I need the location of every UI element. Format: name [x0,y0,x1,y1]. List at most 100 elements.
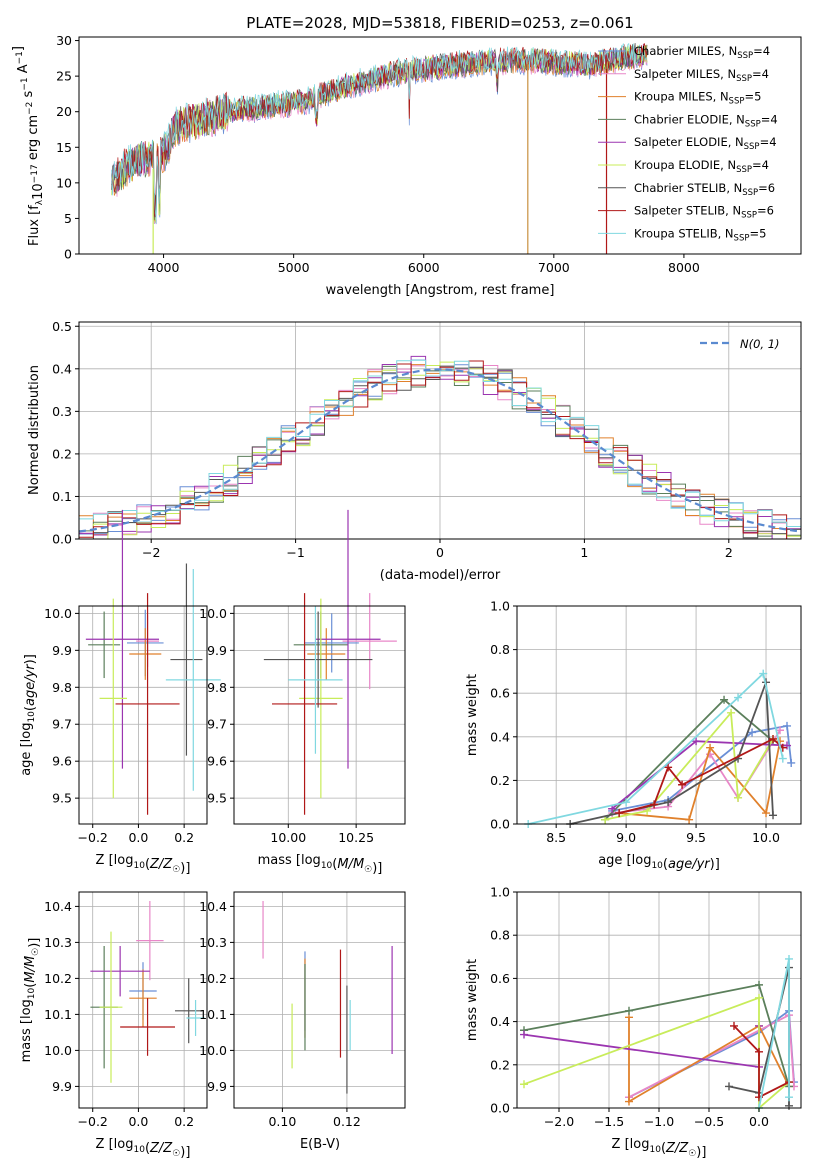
legend-entry: Chabrier STELIB, NSSP=6 [634,181,775,198]
legend-suffix: =4 [752,67,769,81]
weight-marker [759,669,768,678]
legend-label: Kroupa MILES, N [634,90,729,104]
label-part: 10 [649,1145,661,1155]
weight-marker [650,800,659,809]
x-tick-label: −0.2 [78,1114,108,1129]
y-tick-label: 0.8 [490,928,510,943]
x-tick-label: −1 [286,545,304,560]
x-tick-label: −0.5 [694,1114,724,1129]
label-part: 10 [133,861,145,871]
label-part: age/yr [23,663,38,706]
y-tick-label: 9.6 [207,754,227,769]
normal-curve [78,368,802,533]
x-tick-label: 0.10 [268,1114,296,1129]
label-part: Z/Z [665,1141,689,1156]
weight-marker [734,793,743,802]
legend-entry: Salpeter STELIB, NSSP=6 [634,204,774,221]
label-part: A [16,64,31,77]
x-tick-label: −0.2 [78,830,108,845]
legend-sub: SSP [741,211,757,221]
legend-suffix: =4 [760,135,777,149]
label-part: ( [145,1141,150,1156]
weight-marker [748,728,757,737]
label-part: ( [661,1141,666,1156]
y-tick-label: 0.6 [490,971,510,986]
x-tick-label: 0 [436,545,444,560]
legend-sub: SSP [737,51,753,61]
y-tick-label: 0.6 [490,686,510,701]
y-tick-label: 30 [56,33,72,48]
weight-marker [769,734,778,743]
label-part: 10 [27,987,37,999]
legend-suffix: =4 [753,44,770,58]
legend-entry: Chabrier ELODIE, NSSP=4 [634,112,778,129]
x-tick-label: 10.00 [270,830,306,845]
weight-vs-age-ylabel: mass weight [465,674,480,756]
spectrum-series-6 [111,42,648,220]
weight-marker [730,1021,738,1030]
x-tick-label: −1.0 [644,1114,674,1129]
weight-marker [622,798,631,807]
weight_vs_age-frame [516,605,802,825]
weight-marker [720,695,729,704]
x-tick-label: 2 [725,545,733,560]
y-tick-label: 9.8 [207,680,227,695]
weight-marker [785,954,793,963]
weight-series-7 [733,1025,790,1099]
age-vs-Z-xlabel: Z [log10(Z/Z☉)] [96,853,191,876]
x-tick-label: 8.5 [546,830,566,845]
legend-entry: Kroupa MILES, NSSP=5 [634,90,761,107]
y-tick-label: 9.9 [207,1079,227,1094]
legend-sub: SSP [736,74,752,84]
spectrum-frame [78,36,802,255]
age-vs-Z-ylabel: age [log10(age/yr)] [19,654,38,776]
residual-ylabel: Normed distribution [27,365,42,495]
weight-marker [664,798,673,807]
mass-vs-Z-xlabel: Z [log10(Z/Z☉)] [96,1137,191,1160]
y-tick-label: 10.0 [199,1043,227,1058]
x-tick-label: 0.0 [128,1114,148,1129]
label-part: )] [180,1145,190,1160]
x-tick-label: 0.12 [333,1114,361,1129]
y-tick-label: 9.5 [52,791,72,806]
y-tick-label: 1.0 [490,599,510,614]
x-tick-label: 5000 [278,260,310,275]
label-part: age [log [598,853,651,868]
label-part: Z [log [612,1137,650,1152]
y-tick-label: 10.1 [44,1007,72,1022]
y-tick-label: 10.3 [44,935,72,950]
legend-label: Salpeter MILES, N [634,67,736,81]
weight-marker [783,721,792,730]
y-tick-label: 0.4 [52,361,72,376]
legend-suffix: =4 [761,112,778,126]
legend-label: Chabrier ELODIE, N [634,112,745,126]
label-part: )] [372,861,382,876]
legend-label: Kroupa ELODIE, N [634,158,736,172]
label-part: 10 [31,183,46,200]
legend-label: Kroupa STELIB, N [634,226,734,240]
weight-marker [725,1082,733,1091]
age_vs_mass-frame [233,605,406,825]
y-tick-label: 9.5 [207,791,227,806]
legend-entry: N(0, 1) [740,337,780,351]
label-part: ☉ [31,948,41,956]
legend-sub: SSP [729,97,745,107]
label-part: s [21,90,36,101]
legend-entry: Kroupa STELIB, NSSP=5 [634,226,766,243]
legend-suffix: =4 [752,158,769,172]
label-part: ( [23,983,38,988]
y-tick-label: 10 [56,175,72,190]
weight-marker [785,1101,793,1110]
x-tick-label: 10.0 [752,830,780,845]
label-part: ( [332,857,337,872]
y-tick-label: 0 [64,247,72,262]
label-part: ☉ [688,1149,696,1159]
weight-marker [520,1030,528,1039]
x-tick-label: −2.0 [544,1114,574,1129]
spectrum-xlabel: wavelength [Angstrom, rest frame] [326,283,555,298]
mass-vs-EBV-xlabel: E(B-V) [300,1137,340,1152]
weight-marker [734,693,743,702]
y-tick-label: 9.7 [52,717,72,732]
y-tick-label: 0.4 [490,729,510,744]
x-tick-label: 0.0 [128,830,148,845]
